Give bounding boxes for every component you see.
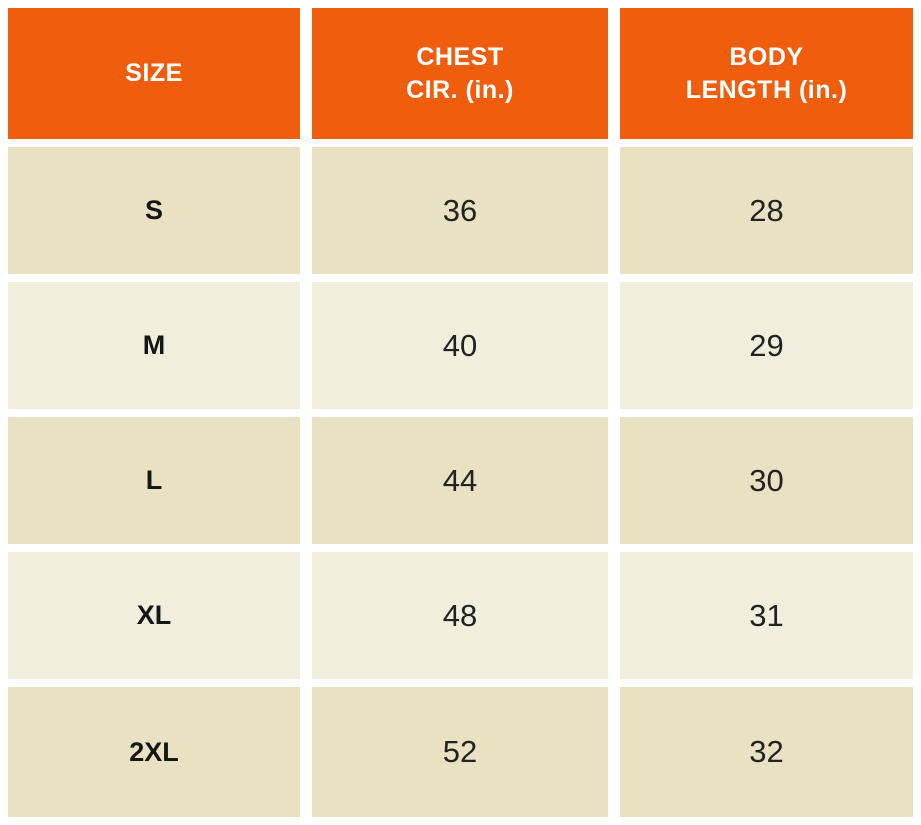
body-length-value-xl: 31 [749,597,784,633]
header-cell-body-length: BODY LENGTH (in.) [620,8,913,139]
header-cell-chest: CHEST CIR. (in.) [312,8,608,139]
header-chest-label-line2: CIR. (in.) [406,75,514,104]
header-body-label-line2: LENGTH (in.) [685,75,848,104]
table-row-m-chest-cell: 40 [312,282,608,409]
table-row-xl-body-cell: 31 [620,552,913,679]
table-row-xl-size-cell: XL [8,552,300,679]
size-label-2xl: 2XL [129,736,179,767]
size-label-l: L [145,465,163,495]
table-row-m-size-cell: M [8,282,300,409]
header-size-label: SIZE [125,59,183,87]
size-label-m: M [142,330,166,360]
table-row-s-body-cell: 28 [620,147,913,274]
size-label-s: S [144,195,163,225]
table-row-s-size-cell: S [8,147,300,274]
chest-value-s: 36 [442,192,478,228]
size-label-xl: XL [136,600,172,630]
chest-value-l: 44 [442,462,478,498]
chest-value-xl: 48 [442,597,478,633]
table-row-l-body-cell: 30 [620,417,913,544]
header-chest-label-line1: CHEST [416,42,504,71]
body-length-value-m: 29 [749,327,784,363]
table-row-l-chest-cell: 44 [312,417,608,544]
table-row-2xl-size-cell: 2XL [8,687,300,817]
chest-value-2xl: 52 [442,734,478,769]
table-row-2xl-body-cell: 32 [620,687,913,817]
table-row-m-body-cell: 29 [620,282,913,409]
header-cell-size: SIZE [8,8,300,139]
size-chart-table: SIZE CHEST CIR. (in.) BODY LENGTH (in.) … [8,8,913,817]
body-length-value-2xl: 32 [749,734,784,769]
table-row-l-size-cell: L [8,417,300,544]
chest-value-m: 40 [442,327,478,363]
table-row-2xl-chest-cell: 52 [312,687,608,817]
table-row-s-chest-cell: 36 [312,147,608,274]
table-row-xl-chest-cell: 48 [312,552,608,679]
body-length-value-s: 28 [749,192,784,228]
body-length-value-l: 30 [749,462,784,498]
header-body-label-line1: BODY [729,42,804,71]
